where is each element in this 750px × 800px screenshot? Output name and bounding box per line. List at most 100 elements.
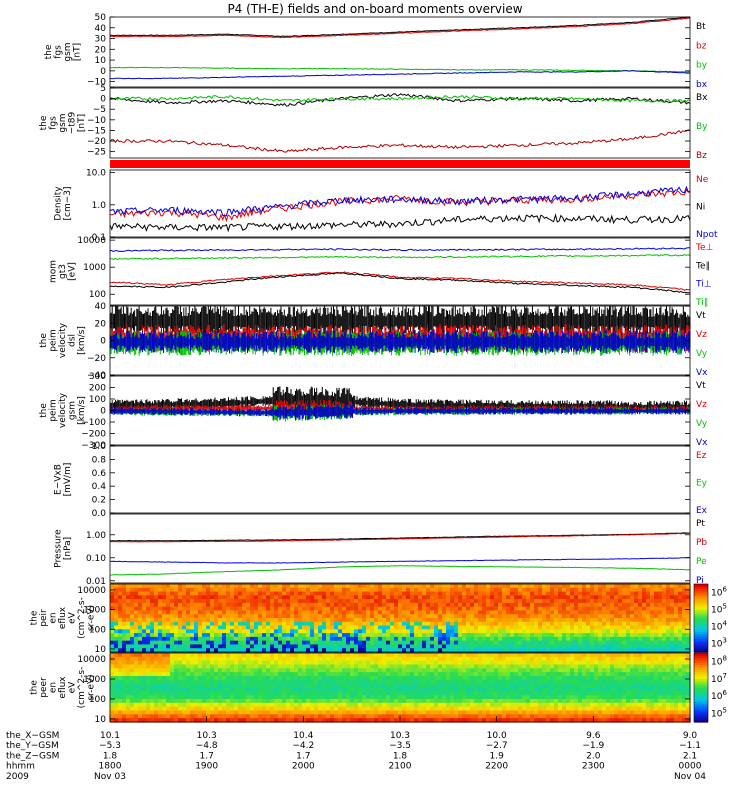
- spectrogram-cell: [682, 633, 687, 638]
- spectrogram-cell: [266, 633, 271, 638]
- spectrogram-cell: [522, 640, 527, 646]
- spectrogram-cell: [358, 591, 363, 596]
- spectrogram-cell: [334, 644, 339, 649]
- spectrogram-cell: [470, 664, 475, 669]
- spectrogram-cell: [170, 618, 175, 623]
- spectrogram-cell: [442, 591, 447, 596]
- spectrogram-cell: [582, 656, 587, 662]
- spectrogram-cell: [554, 699, 559, 704]
- spectrogram-cell: [570, 629, 575, 634]
- spectrogram-cell: [246, 668, 251, 673]
- spectrogram-cell: [234, 699, 239, 704]
- spectrogram-cell: [270, 636, 275, 642]
- spectrogram-cell: [442, 618, 447, 623]
- spectrogram-cell: [294, 636, 299, 642]
- spectrogram-cell: [686, 653, 691, 658]
- spectrogram-cell: [602, 676, 607, 681]
- spectrogram-cell: [182, 668, 187, 673]
- spectrogram-cell: [502, 625, 507, 630]
- spectrogram-cell: [466, 595, 471, 600]
- spectrogram-cell: [514, 602, 519, 608]
- spectrogram-cell: [134, 656, 139, 662]
- spectrogram-cell: [374, 625, 379, 630]
- spectrogram-cell: [190, 695, 195, 700]
- spectrogram-cell: [182, 625, 187, 630]
- spectrogram-cell: [562, 621, 567, 627]
- spectrogram-cell: [274, 633, 279, 638]
- spectrogram-cell: [658, 699, 663, 704]
- spectrogram-cell: [142, 618, 147, 623]
- spectrogram-cell: [146, 656, 151, 662]
- spectrogram-cell: [274, 636, 279, 642]
- spectrogram-cell: [426, 653, 431, 658]
- spectrogram-cell: [658, 640, 663, 646]
- spectrogram-cell: [590, 614, 595, 619]
- spectrogram-cell: [578, 699, 583, 704]
- spectrogram-cell: [350, 599, 355, 604]
- spectrogram-cell: [574, 699, 579, 704]
- spectrogram-cell: [418, 644, 423, 649]
- spectrogram-cell: [610, 633, 615, 638]
- spectrogram-cell: [474, 584, 479, 589]
- spectrogram-cell: [674, 599, 679, 604]
- spectrogram-cell: [146, 648, 151, 653]
- spectrogram-cell: [318, 618, 323, 623]
- spectrogram-cell: [650, 691, 655, 696]
- spectrogram-cell: [398, 610, 403, 615]
- spectrogram-cell: [678, 636, 683, 642]
- spectrogram-cell: [194, 691, 199, 696]
- spectrogram-cell: [246, 614, 251, 619]
- spectrogram-cell: [282, 602, 287, 608]
- spectrogram-cell: [498, 672, 503, 677]
- spectrogram-cell: [546, 587, 551, 593]
- spectrogram-cell: [350, 672, 355, 677]
- spectrogram-cell: [626, 702, 631, 708]
- spectrogram-cell: [174, 636, 179, 642]
- spectrogram-cell: [246, 660, 251, 666]
- spectrogram-cell: [338, 699, 343, 704]
- spectrogram-cell: [454, 614, 459, 619]
- spectrogram-cell: [278, 668, 283, 673]
- spectrogram-cell: [254, 660, 259, 666]
- spectrogram-cell: [542, 683, 547, 689]
- spectrogram-cell: [246, 584, 251, 589]
- spectrogram-cell: [614, 668, 619, 673]
- spectrogram-cell: [202, 636, 207, 642]
- spectrogram-cell: [234, 595, 239, 600]
- spectrogram-cell: [554, 691, 559, 696]
- spectrogram-cell: [190, 691, 195, 696]
- spectrogram-cell: [478, 644, 483, 649]
- y-axis-label: E−VxB [mV/m]: [53, 463, 73, 497]
- spectrogram-cell: [490, 599, 495, 604]
- spectrogram-cell: [270, 591, 275, 596]
- spectrogram-cell: [310, 587, 315, 593]
- spectrogram-cell: [650, 584, 655, 589]
- spectrogram-cell: [410, 618, 415, 623]
- spectrogram-cell: [534, 695, 539, 700]
- spectrogram-cell: [386, 683, 391, 689]
- spectrogram-cell: [486, 672, 491, 677]
- spectrogram-cell: [342, 691, 347, 696]
- spectrogram-cell: [374, 610, 379, 615]
- spectrogram-cell: [446, 664, 451, 669]
- spectrogram-cell: [354, 591, 359, 596]
- spectrogram-cell: [318, 644, 323, 649]
- spectrogram-cell: [254, 621, 259, 627]
- spectrogram-cell: [686, 595, 691, 600]
- spectrogram-cell: [606, 610, 611, 615]
- spectrogram-cell: [330, 664, 335, 669]
- spectrogram-cell: [250, 687, 255, 692]
- spectrogram-cell: [470, 691, 475, 696]
- spectrogram-cell: [450, 614, 455, 619]
- spectrogram-cell: [490, 629, 495, 634]
- spectrogram-cell: [370, 587, 375, 593]
- spectrogram-cell: [670, 636, 675, 642]
- spectrogram-cell: [526, 625, 531, 630]
- spectrogram-cell: [294, 599, 299, 604]
- spectrogram-cell: [374, 633, 379, 638]
- spectrogram-cell: [590, 679, 595, 685]
- spectrogram-cell: [306, 653, 311, 658]
